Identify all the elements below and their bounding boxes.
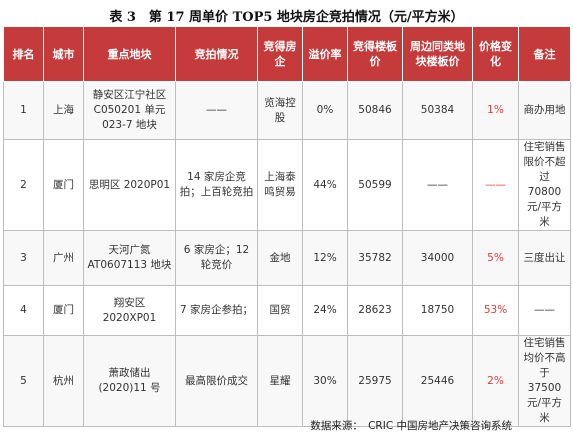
cell-nearby: 34000 — [402, 230, 473, 286]
land-auction-table: 排名 城市 重点地块 竞拍情况 竞得房企 溢价率 竞得楼板价 周边同类地块楼板价… — [3, 26, 571, 427]
cell-note: —— — [518, 285, 571, 336]
table-row: 1 上海 静安区江宁社区C050201 单元 023-7 地块 —— 览海控股 … — [3, 81, 571, 140]
cell-change: 5% — [472, 230, 519, 286]
cell-rank: 1 — [3, 81, 44, 140]
cell-city: 厦门 — [43, 139, 84, 231]
cell-company: 览海控股 — [257, 81, 303, 140]
header-rank: 排名 — [3, 26, 44, 82]
cell-plot: 天河广氮AT0607113 地块 — [83, 230, 176, 286]
cell-change: —— — [472, 139, 519, 231]
cell-note: 住宅销售限价不超过 70800 元/平方米 — [518, 139, 571, 231]
cell-price: 25975 — [347, 335, 403, 427]
cell-rank: 5 — [3, 335, 44, 427]
cell-city: 上海 — [43, 81, 84, 140]
cell-note: 商办用地 — [518, 81, 571, 140]
table-row: 4 厦门 翔安区2020XP01 7 家房企参拍； 国贸 24% 28623 1… — [3, 285, 571, 336]
header-company: 竞得房企 — [257, 26, 303, 82]
cell-company: 上海泰鸣贸易 — [257, 139, 303, 231]
cell-rank: 4 — [3, 285, 44, 336]
cell-price: 50599 — [347, 139, 403, 231]
table-row: 3 广州 天河广氮AT0607113 地块 6 家房企；12 轮竞价 金地 12… — [3, 230, 571, 286]
header-note: 备注 — [518, 26, 571, 82]
cell-rank: 3 — [3, 230, 44, 286]
header-premium: 溢价率 — [302, 26, 348, 82]
cell-plot: 萧政储出(2020)11 号 — [83, 335, 176, 427]
cell-city: 杭州 — [43, 335, 84, 427]
cell-premium: 12% — [302, 230, 348, 286]
cell-auction: 6 家房企；12 轮竞价 — [175, 230, 258, 286]
table-row: 5 杭州 萧政储出(2020)11 号 最高限价成交 星耀 30% 25975 … — [3, 335, 571, 427]
cell-auction: 最高限价成交 — [175, 335, 258, 427]
cell-auction: 14 家房企竞拍；上百轮竞拍 — [175, 139, 258, 231]
cell-change: 2% — [472, 335, 519, 427]
cell-change: 1% — [472, 81, 519, 140]
table-title: 表 3 第 17 周单价 TOP5 地块房企竞拍情况（元/平方米） — [109, 10, 464, 25]
cell-nearby: 50384 — [402, 81, 473, 140]
header-price: 竞得楼板价 — [347, 26, 403, 82]
data-source: 数据来源： CRIC 中国房地产决策咨询系统 — [310, 420, 512, 432]
header-auction: 竞拍情况 — [175, 26, 258, 82]
cell-premium: 0% — [302, 81, 348, 140]
cell-change: 53% — [472, 285, 519, 336]
cell-company: 金地 — [257, 230, 303, 286]
cell-price: 35782 — [347, 230, 403, 286]
cell-nearby: 25446 — [402, 335, 473, 427]
cell-plot: 静安区江宁社区C050201 单元 023-7 地块 — [83, 81, 176, 140]
cell-price: 28623 — [347, 285, 403, 336]
cell-nearby: —— — [402, 139, 473, 231]
cell-city: 广州 — [43, 230, 84, 286]
cell-rank: 2 — [3, 139, 44, 231]
table-row: 2 厦门 思明区 2020P01 14 家房企竞拍；上百轮竞拍 上海泰鸣贸易 4… — [3, 139, 571, 231]
cell-premium: 30% — [302, 335, 348, 427]
cell-company: 星耀 — [257, 335, 303, 427]
cell-auction: 7 家房企参拍； — [175, 285, 258, 336]
cell-plot: 思明区 2020P01 — [83, 139, 176, 231]
cell-note: 住宅销售均价不高于 37500 元/平方米 — [518, 335, 571, 427]
header-change: 价格变化 — [472, 26, 519, 82]
cell-premium: 24% — [302, 285, 348, 336]
cell-note: 三度出让 — [518, 230, 571, 286]
header-city: 城市 — [43, 26, 84, 82]
header-plot: 重点地块 — [83, 26, 176, 82]
cell-price: 50846 — [347, 81, 403, 140]
header-nearby: 周边同类地块楼板价 — [402, 26, 473, 82]
cell-premium: 44% — [302, 139, 348, 231]
cell-city: 厦门 — [43, 285, 84, 336]
cell-auction: —— — [175, 81, 258, 140]
cell-company: 国贸 — [257, 285, 303, 336]
cell-plot: 翔安区2020XP01 — [83, 285, 176, 336]
cell-nearby: 18750 — [402, 285, 473, 336]
header-row: 排名 城市 重点地块 竞拍情况 竞得房企 溢价率 竞得楼板价 周边同类地块楼板价… — [3, 26, 571, 82]
